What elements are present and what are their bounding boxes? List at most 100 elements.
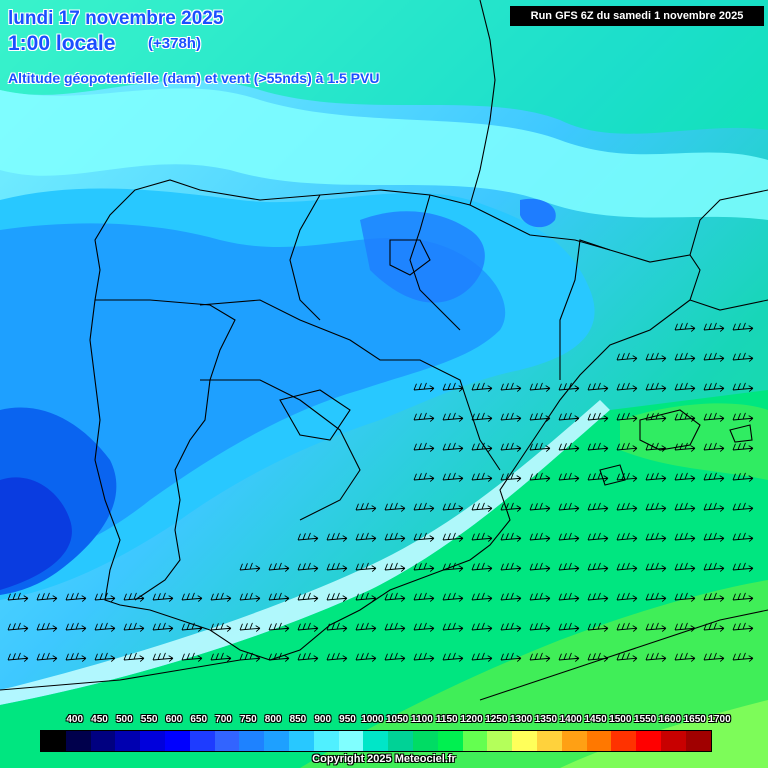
date-line: lundi 17 novembre 2025 — [8, 8, 224, 29]
wind-barb-icon — [645, 412, 667, 422]
wind-barb-icon — [7, 652, 29, 662]
wind-barb-icon — [384, 502, 406, 512]
wind-barb-icon — [210, 652, 232, 662]
legend-label: 850 — [289, 714, 307, 725]
legend-swatch — [164, 731, 190, 751]
wind-barb-icon — [587, 592, 609, 602]
wind-barb-icon — [674, 322, 696, 332]
legend-swatch — [685, 731, 711, 751]
wind-barb-icon — [558, 652, 580, 662]
legend-label: 1700 — [708, 714, 731, 725]
wind-barb-icon — [471, 562, 493, 572]
wind-barb-icon — [355, 562, 377, 572]
wind-barb-icon — [645, 382, 667, 392]
wind-barb-icon — [326, 532, 348, 542]
wind-barb-icon — [732, 412, 754, 422]
legend-swatch — [214, 731, 240, 751]
wind-barb-icon — [413, 472, 435, 482]
wind-barb-icon — [732, 382, 754, 392]
wind-barb-icon — [616, 382, 638, 392]
legend-color-bar — [40, 730, 712, 752]
wind-barb-icon — [152, 592, 174, 602]
wind-barb-icon — [413, 412, 435, 422]
wind-barb-icon — [558, 622, 580, 632]
wind-barb-icon — [529, 622, 551, 632]
wind-barb-icon — [442, 502, 464, 512]
legend-label: 500 — [115, 714, 133, 725]
wind-barb-icon — [471, 622, 493, 632]
wind-barb-icon — [239, 562, 261, 572]
wind-barb-icon — [384, 562, 406, 572]
wind-barb-icon — [442, 532, 464, 542]
legend-labels: 400 450 500 550 600 650 700 750 800 850 900 950 1000… — [40, 714, 730, 728]
wind-barb-icon — [268, 562, 290, 572]
wind-barb-icon — [529, 652, 551, 662]
legend-label: 1200 — [460, 714, 483, 725]
wind-barb-icon — [471, 652, 493, 662]
wind-barb-icon — [732, 592, 754, 602]
wind-barb-icon — [703, 382, 725, 392]
wind-barb-icon — [529, 442, 551, 452]
wind-barb-icon — [587, 562, 609, 572]
legend-swatch — [313, 731, 339, 751]
wind-barb-icon — [500, 562, 522, 572]
wind-barb-icon — [326, 622, 348, 632]
wind-barb-icon — [529, 472, 551, 482]
wind-barb-icon — [616, 532, 638, 542]
wind-barb-icon — [616, 352, 638, 362]
legend-swatch — [115, 731, 141, 751]
wind-barb-icon — [732, 652, 754, 662]
wind-barb-icon — [703, 472, 725, 482]
wind-barb-icon — [7, 592, 29, 602]
wind-barb-icon — [645, 622, 667, 632]
wind-barb-icon — [384, 592, 406, 602]
wind-barb-icon — [616, 562, 638, 572]
wind-barb-icon — [36, 592, 58, 602]
wind-barb-icon — [674, 592, 696, 602]
wind-barb-icon — [384, 652, 406, 662]
wind-barb-icon — [413, 382, 435, 392]
wind-barb-icon — [413, 562, 435, 572]
wind-barb-icon — [210, 592, 232, 602]
wind-barb-icon — [94, 622, 116, 632]
wind-barb-icon — [152, 622, 174, 632]
wind-barb-icon — [703, 622, 725, 632]
wind-barb-icon — [355, 592, 377, 602]
wind-barb-icon — [297, 652, 319, 662]
wind-barb-icon — [529, 532, 551, 542]
wind-barb-icon — [297, 622, 319, 632]
wind-barb-icon — [674, 622, 696, 632]
wind-barb-icon — [413, 442, 435, 452]
wind-barb-icon — [645, 562, 667, 572]
legend-label: 550 — [140, 714, 158, 725]
wind-barb-icon — [65, 622, 87, 632]
wind-barb-icon — [471, 472, 493, 482]
legend-label: 950 — [339, 714, 356, 725]
legend-swatch — [140, 731, 165, 751]
wind-barb-icon — [384, 532, 406, 542]
legend-swatch — [264, 731, 289, 751]
wind-barb-icon — [181, 622, 203, 632]
legend-swatch — [561, 731, 587, 751]
wind-barb-icon — [500, 652, 522, 662]
wind-barb-icon — [297, 562, 319, 572]
legend-label: 1550 — [633, 714, 657, 725]
wind-barb-icon — [268, 652, 290, 662]
wind-barb-icon — [442, 622, 464, 632]
wind-barb-icon — [326, 592, 348, 602]
legend-label: 1500 — [609, 714, 632, 725]
wind-barb-icon — [645, 592, 667, 602]
wind-barb-icon — [587, 412, 609, 422]
wind-barb-icon — [268, 622, 290, 632]
wind-barb-icon — [558, 382, 580, 392]
wind-barb-icon — [587, 442, 609, 452]
wind-barb-icon — [268, 592, 290, 602]
wind-barb-icon — [645, 532, 667, 542]
wind-barb-icon — [674, 532, 696, 542]
wind-barb-icon — [326, 562, 348, 572]
time-line: 1:00 locale — [8, 32, 116, 55]
wind-barb-icon — [500, 412, 522, 422]
wind-barb-icon — [471, 502, 493, 512]
wind-barb-icon — [442, 382, 464, 392]
wind-barb-icon — [471, 412, 493, 422]
